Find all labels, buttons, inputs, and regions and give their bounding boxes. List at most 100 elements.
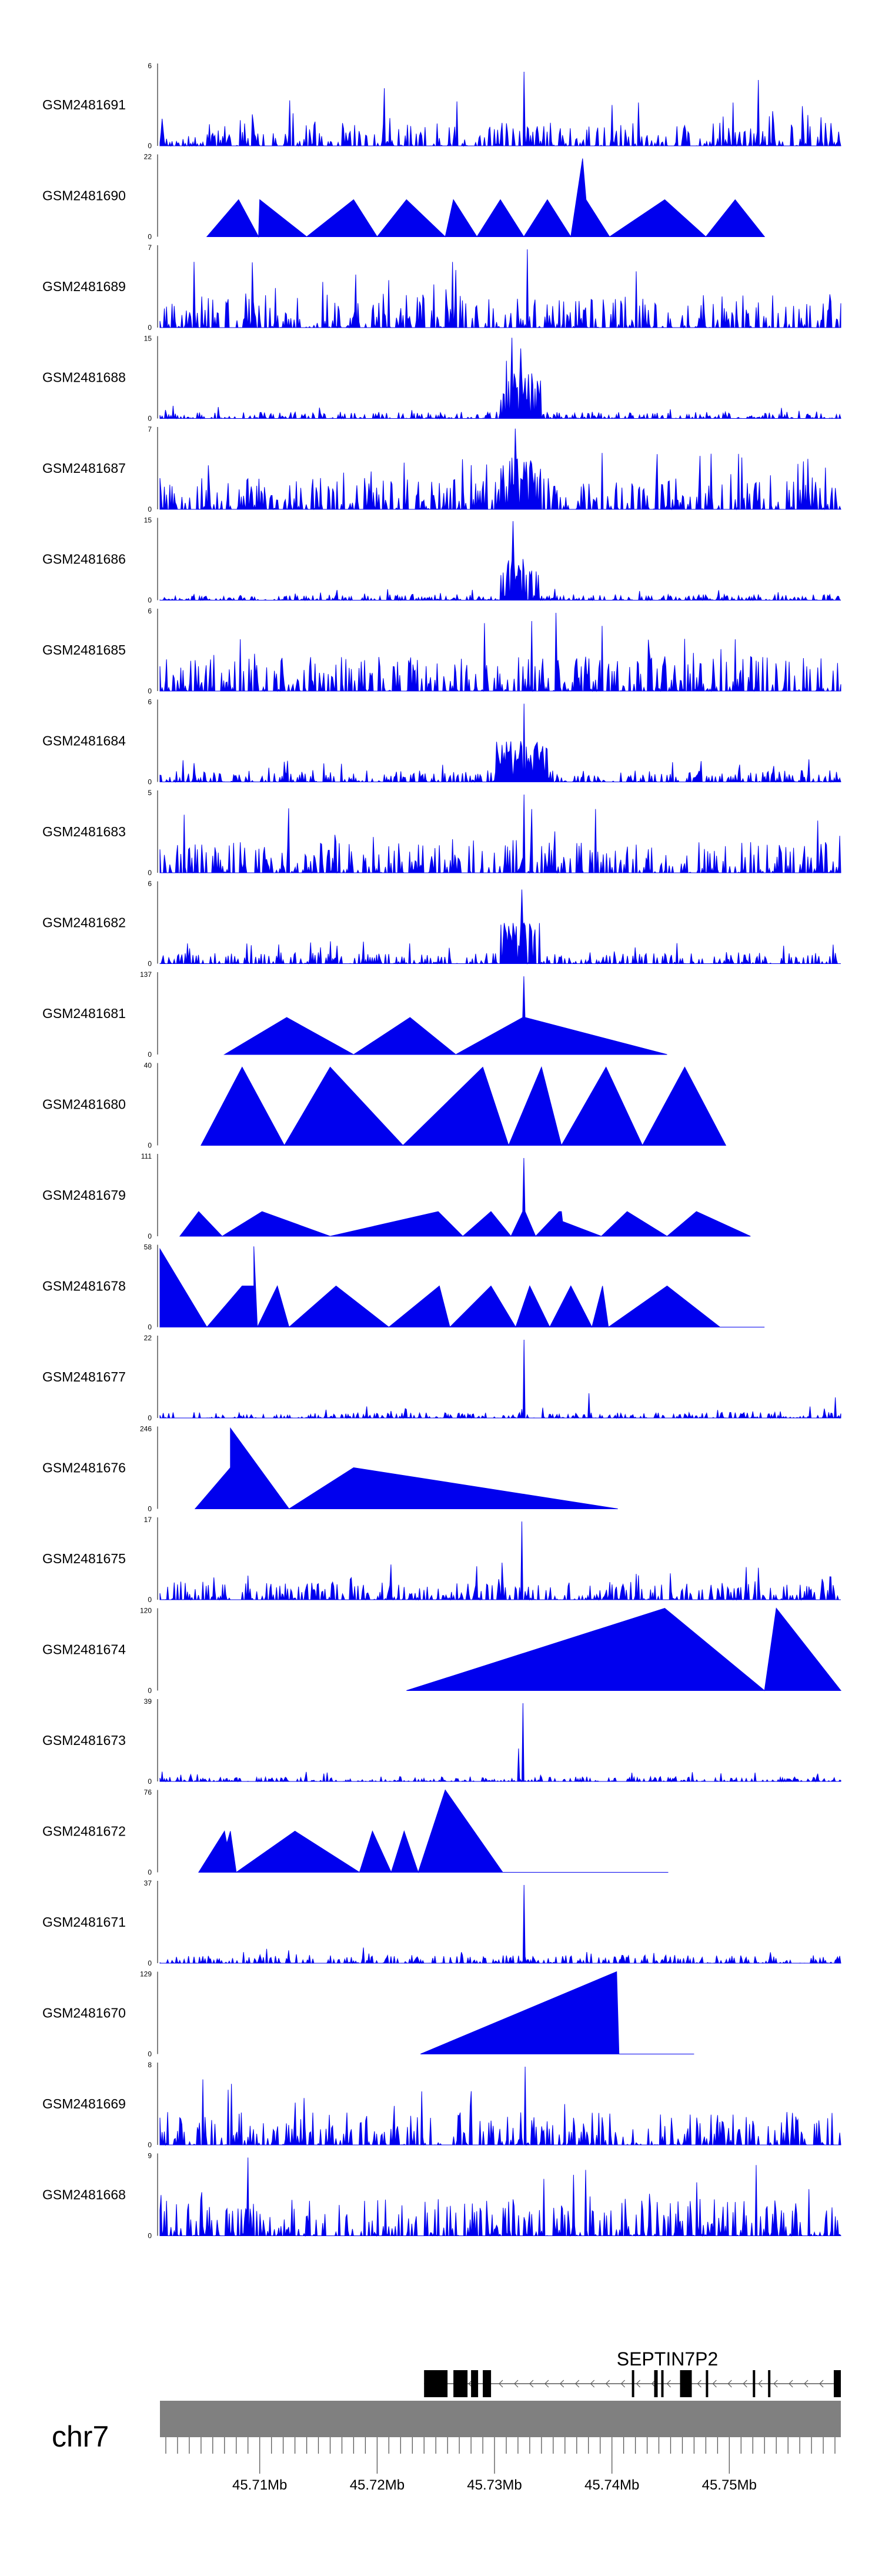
track-label: GSM2481673 xyxy=(42,1733,126,1748)
track-label: GSM2481686 xyxy=(42,552,126,567)
coverage-area xyxy=(159,889,841,965)
y-tick-max: 111 xyxy=(141,1152,152,1160)
y-tick-zero: 0 xyxy=(148,1777,152,1786)
strand-arrow xyxy=(697,2380,701,2388)
y-tick-max: 17 xyxy=(144,1516,152,1524)
coverage-area xyxy=(159,2066,841,2146)
coverage-area xyxy=(223,976,667,1055)
track-label: GSM2481685 xyxy=(42,642,126,658)
y-tick-max: 8 xyxy=(148,2061,152,2069)
coverage-tracks: GSM248169160GSM2481690220GSM248168970GSM… xyxy=(42,62,842,2240)
track-GSM2481678: GSM2481678 58 0 xyxy=(42,1243,765,1332)
exon xyxy=(483,2370,492,2397)
y-tick-max: 129 xyxy=(140,1970,152,1978)
y-tick-zero: 0 xyxy=(148,323,152,332)
strand-arrow xyxy=(773,2380,778,2388)
y-tick-zero: 0 xyxy=(148,869,152,877)
track-label: GSM2481677 xyxy=(42,1369,126,1384)
y-tick-zero: 0 xyxy=(148,2050,152,2058)
track-GSM2481684: GSM2481684 6 0 xyxy=(42,698,841,786)
y-tick-max: 6 xyxy=(148,880,152,888)
track-GSM2481670: GSM2481670 129 0 xyxy=(42,1970,694,2058)
strand-arrow xyxy=(605,2380,610,2388)
coverage-area xyxy=(159,1703,841,1783)
strand-arrow xyxy=(819,2380,824,2388)
y-tick-zero: 0 xyxy=(148,1142,152,1150)
y-tick-max: 6 xyxy=(148,698,152,706)
track-label: GSM2481678 xyxy=(42,1279,126,1294)
y-tick-zero: 0 xyxy=(148,1959,152,1967)
y-tick-max: 76 xyxy=(144,1788,152,1797)
y-tick-max: 7 xyxy=(148,243,152,252)
track-GSM2481683: GSM2481683 5 0 xyxy=(42,789,841,877)
strand-arrow xyxy=(559,2380,564,2388)
strand-arrow xyxy=(789,2380,793,2388)
y-tick-zero: 0 xyxy=(148,2232,152,2240)
exon xyxy=(453,2370,468,2397)
exon xyxy=(661,2370,664,2397)
y-tick-max: 7 xyxy=(148,425,152,433)
y-tick-zero: 0 xyxy=(148,1505,152,1513)
track-label: GSM2481689 xyxy=(42,279,126,294)
exon xyxy=(471,2370,479,2397)
track-GSM2481679: GSM2481679 111 0 xyxy=(42,1152,751,1240)
strand-arrow xyxy=(529,2380,534,2388)
track-label: GSM2481672 xyxy=(42,1824,126,1839)
coverage-area xyxy=(159,794,841,874)
x-tick-label: 45.73Mb xyxy=(467,2477,522,2493)
track-label: GSM2481674 xyxy=(42,1642,126,1657)
y-tick-max: 37 xyxy=(144,1879,152,1887)
coverage-area xyxy=(159,1339,841,1419)
track-label: GSM2481681 xyxy=(42,1006,126,1021)
coverage-area xyxy=(159,1246,765,1328)
track-GSM2481690: GSM2481690 22 0 xyxy=(42,153,766,241)
track-label: GSM2481679 xyxy=(42,1187,126,1203)
gene-label: SEPTIN7P2 xyxy=(617,2348,719,2370)
y-tick-zero: 0 xyxy=(148,1687,152,1695)
coverage-area xyxy=(159,2157,842,2237)
track-label: GSM2481671 xyxy=(42,1914,126,1930)
strand-arrow xyxy=(636,2380,641,2388)
y-tick-zero: 0 xyxy=(148,415,152,423)
track-label: GSM2481691 xyxy=(42,97,126,112)
x-tick-label: 45.74Mb xyxy=(584,2477,639,2493)
track-label: GSM2481683 xyxy=(42,824,126,839)
coverage-area xyxy=(159,612,841,692)
coverage-area xyxy=(159,71,841,147)
coverage-area xyxy=(201,1066,727,1146)
x-tick-label: 45.71Mb xyxy=(232,2477,287,2493)
y-tick-zero: 0 xyxy=(148,1323,152,1332)
y-tick-max: 6 xyxy=(148,607,152,615)
track-GSM2481687: GSM2481687 7 0 xyxy=(42,425,841,513)
track-GSM2481668: GSM2481668 9 0 xyxy=(42,2152,842,2240)
track-GSM2481682: GSM2481682 6 0 xyxy=(42,880,841,968)
exon xyxy=(680,2370,692,2397)
track-label: GSM2481675 xyxy=(42,1551,126,1566)
y-tick-zero: 0 xyxy=(148,1232,152,1240)
track-label: GSM2481688 xyxy=(42,370,126,385)
genome-axis: 45.71Mb 45.72Mb 45.73Mb 45.74Mb 45.75Mb xyxy=(165,2437,836,2493)
y-tick-max: 40 xyxy=(144,1062,152,1070)
exon xyxy=(424,2370,448,2397)
y-tick-max: 15 xyxy=(144,335,152,343)
ideogram-track: chr7 xyxy=(52,2401,841,2453)
gene-model xyxy=(424,2370,841,2397)
exon xyxy=(834,2370,841,2397)
y-tick-max: 39 xyxy=(144,1697,152,1706)
coverage-area xyxy=(159,521,841,602)
track-GSM2481677: GSM2481677 22 0 xyxy=(42,1334,841,1422)
strand-arrow xyxy=(514,2380,519,2388)
y-tick-zero: 0 xyxy=(148,687,152,695)
strand-arrow xyxy=(712,2380,717,2388)
y-tick-max: 5 xyxy=(148,789,152,797)
track-label: GSM2481669 xyxy=(42,2096,126,2111)
y-tick-zero: 0 xyxy=(148,505,152,513)
gene-track: SEPTIN7P2 xyxy=(424,2348,841,2397)
strand-arrow xyxy=(727,2380,732,2388)
track-GSM2481681: GSM2481681 137 0 xyxy=(42,970,667,1059)
y-tick-zero: 0 xyxy=(148,1596,152,1604)
y-tick-max: 58 xyxy=(144,1243,152,1252)
x-tick-label: 45.75Mb xyxy=(702,2477,757,2493)
track-label: GSM2481680 xyxy=(42,1097,126,1112)
